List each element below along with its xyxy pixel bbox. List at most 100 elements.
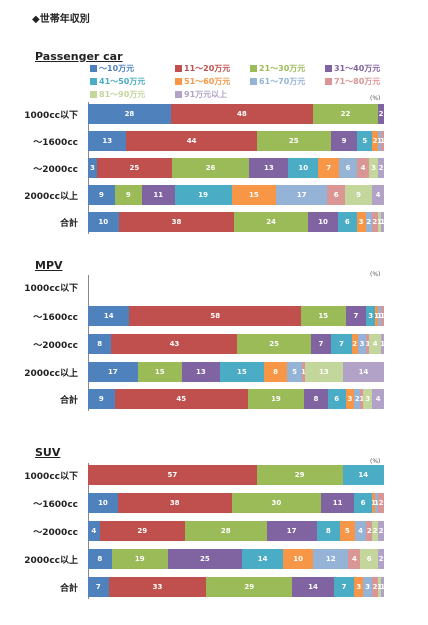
- bar-segment: 7: [345, 306, 367, 326]
- bar-segment: 3: [88, 158, 97, 178]
- bar-segment: 8: [304, 389, 328, 409]
- bar-segment: 8: [316, 521, 341, 541]
- data-label: 5: [362, 137, 368, 145]
- page-title: ◆世帯年収別: [32, 14, 90, 25]
- data-label: 1: [377, 218, 381, 226]
- legend-label: 61〜70万元: [259, 77, 306, 86]
- data-label: 2: [352, 340, 358, 348]
- data-label: 2: [378, 164, 384, 172]
- bar-segment: 3: [363, 389, 373, 409]
- data-label: 26: [205, 164, 216, 172]
- bar-segment: 14: [342, 465, 384, 485]
- bar-segment: 7: [318, 158, 340, 178]
- bar-segment: 6: [327, 389, 346, 409]
- data-label: 2: [378, 555, 384, 563]
- data-label: 1: [381, 137, 384, 145]
- category-label: 1000cc以下: [24, 284, 78, 294]
- bar-segment: 22: [312, 104, 379, 124]
- legend-label: 71〜80万元: [334, 77, 381, 86]
- data-label: 15: [154, 368, 165, 376]
- bar-segment: 4: [357, 158, 370, 178]
- bar-segment: 1: [381, 334, 384, 354]
- bar-segment: 1: [301, 362, 305, 382]
- data-label: 5: [344, 527, 350, 535]
- bar-segment: 14: [241, 549, 284, 569]
- category-label: 2000cc以上: [24, 192, 78, 202]
- bar-segment: 3: [345, 389, 355, 409]
- bar-segment: 1: [360, 389, 364, 409]
- bar-segment: 17: [276, 185, 328, 205]
- bar-segment: 15: [231, 185, 277, 205]
- bar-segment: 26: [171, 158, 250, 178]
- legend-item: 21〜30万元: [250, 63, 305, 74]
- category-label: 〜2000cc: [33, 165, 78, 175]
- stacked-bar: 10 38 30 11 6 1 1 2: [88, 493, 384, 513]
- legend-label: 31〜40万元: [334, 64, 381, 73]
- bar-segment: 43: [111, 334, 238, 354]
- data-label: 44: [186, 137, 197, 145]
- data-label: 2: [372, 583, 378, 591]
- data-label: 3: [356, 583, 362, 591]
- chart-title: SUV: [35, 446, 61, 459]
- bar-segment: 14: [342, 362, 384, 382]
- stacked-bar: 14 58 15 7 3 1 1 1: [88, 306, 384, 326]
- bar-segment: 28: [88, 104, 171, 124]
- bar-segment: 4: [88, 521, 100, 541]
- bar-segment: 4: [354, 521, 367, 541]
- bar-segment: 25: [167, 549, 242, 569]
- bar-segment: 25: [237, 334, 311, 354]
- bar-segment: 15: [219, 362, 264, 382]
- stacked-bar: 3 25 26 13 10 7 6 4 3 2: [88, 158, 384, 178]
- data-label: 25: [129, 164, 140, 172]
- bar-segment: 14: [292, 577, 334, 597]
- data-label: 10: [293, 555, 304, 563]
- data-label: 6: [360, 499, 366, 507]
- category-label: 〜1600cc: [33, 500, 78, 510]
- legend-swatch: [175, 91, 182, 98]
- legend-swatch: [175, 65, 182, 72]
- data-label: 3: [368, 312, 374, 320]
- data-label: 9: [125, 191, 131, 199]
- bar-segment: 2: [371, 212, 378, 232]
- data-label: 19: [271, 395, 281, 403]
- legend-item: 71〜80万元: [325, 76, 380, 87]
- bar-segment: 2: [378, 158, 384, 178]
- data-label: 4: [372, 340, 378, 348]
- data-label: 28: [124, 110, 135, 118]
- data-label: 4: [91, 527, 97, 535]
- data-label: 45: [176, 395, 187, 403]
- data-label: 58: [210, 312, 221, 320]
- data-label: 11: [153, 191, 164, 199]
- data-label: 9: [356, 191, 362, 199]
- legend-item: 51〜60万元: [175, 76, 230, 87]
- data-label: 3: [365, 395, 371, 403]
- data-label: 13: [264, 164, 274, 172]
- data-label: 17: [108, 368, 118, 376]
- bar-segment: 9: [330, 131, 358, 151]
- data-label: 4: [351, 555, 357, 563]
- bar-segment: 8: [88, 549, 112, 569]
- bar-segment: 3: [357, 334, 367, 354]
- data-label: 6: [334, 395, 340, 403]
- bar-segment: 7: [333, 577, 355, 597]
- bar-segment: 1: [378, 306, 382, 326]
- bar-segment: 8: [88, 334, 112, 354]
- bar-segment: 3: [356, 212, 366, 232]
- data-label: 7: [353, 312, 359, 320]
- legend-item: 41〜50万元: [90, 76, 145, 87]
- bar-segment: 2: [366, 521, 373, 541]
- data-label: 1: [381, 583, 384, 591]
- data-label: 57: [167, 471, 178, 479]
- bar-segment: 1: [380, 212, 384, 232]
- bar-segment: 10: [288, 158, 319, 178]
- data-label: 1: [360, 395, 364, 403]
- legend-label: 81〜90万元: [99, 90, 146, 99]
- legend-swatch: [325, 78, 332, 85]
- stacked-bar: 7 33 29 14 7 3 3 2 1 1: [88, 577, 384, 597]
- bar-segment: 7: [331, 334, 352, 354]
- bar-segment: 30: [231, 493, 322, 513]
- category-label: 合計: [59, 219, 78, 229]
- data-label: 3: [359, 340, 365, 348]
- data-label: 3: [347, 395, 353, 403]
- bar-segment: 11: [141, 185, 175, 205]
